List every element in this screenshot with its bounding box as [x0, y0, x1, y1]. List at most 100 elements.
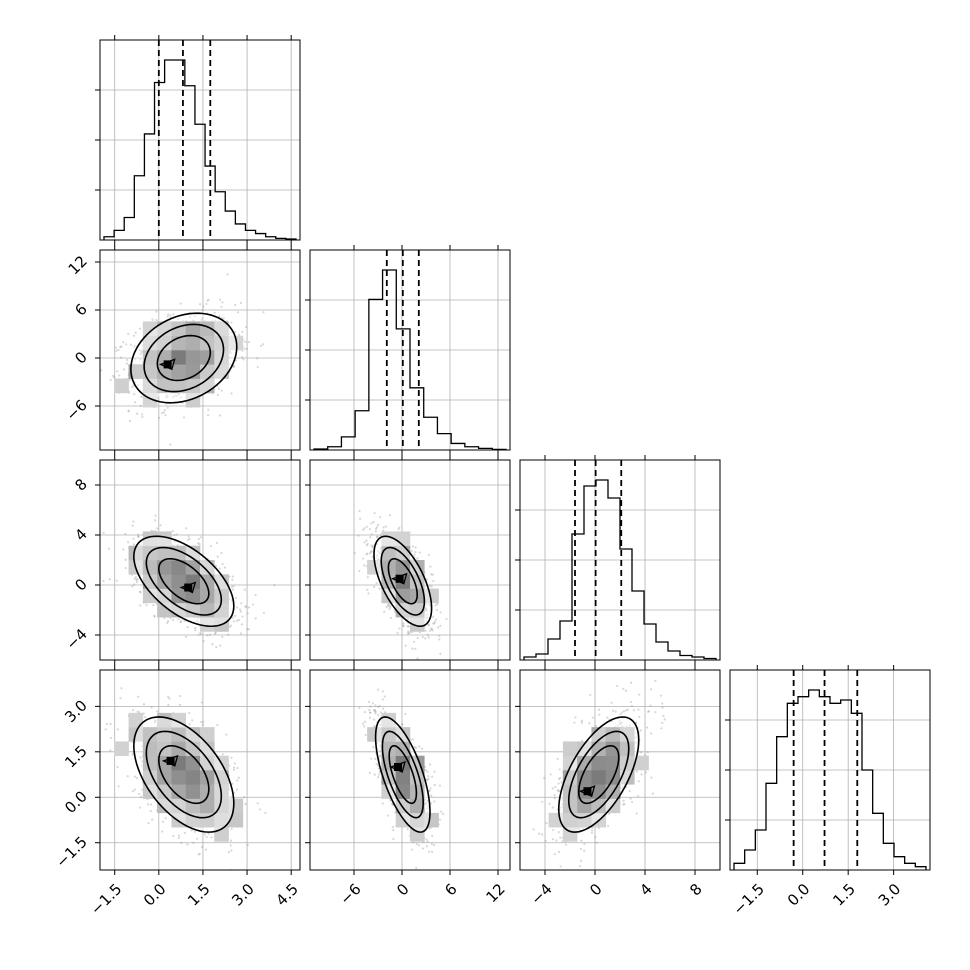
- sample-point: [233, 303, 237, 307]
- sample-point: [127, 410, 130, 413]
- sample-point: [191, 319, 194, 322]
- sample-point: [262, 611, 266, 614]
- sample-point: [151, 818, 154, 821]
- sample-point: [118, 374, 121, 377]
- sample-point: [153, 614, 156, 617]
- sample-point: [211, 643, 214, 646]
- sample-point: [227, 851, 230, 854]
- sample-point: [164, 817, 167, 820]
- sample-point: [152, 604, 155, 607]
- sample-point: [357, 534, 360, 537]
- sample-point: [102, 579, 105, 583]
- sample-point: [159, 524, 162, 527]
- sample-point: [180, 620, 183, 623]
- sample-point: [432, 622, 435, 625]
- sample-point: [197, 620, 200, 624]
- sample-point: [418, 551, 421, 554]
- sample-point: [254, 617, 257, 620]
- sample-point: [234, 330, 237, 334]
- sample-point: [127, 332, 130, 335]
- sample-point: [201, 723, 204, 727]
- sample-point: [404, 644, 407, 647]
- sample-point: [184, 635, 188, 638]
- sample-point: [172, 834, 175, 837]
- sample-point: [124, 566, 127, 570]
- sample-point: [259, 344, 263, 347]
- panel-1-1: [310, 250, 510, 450]
- sample-point: [246, 612, 249, 615]
- sample-point: [180, 841, 183, 844]
- sample-point: [218, 298, 222, 301]
- sample-point: [236, 779, 239, 782]
- sample-point: [216, 555, 219, 558]
- sample-point: [243, 340, 247, 343]
- density-cell: [142, 574, 158, 589]
- sample-point: [437, 626, 440, 629]
- sample-point: [363, 541, 366, 544]
- sample-point: [231, 578, 234, 581]
- sample-point: [438, 638, 441, 641]
- density-cell: [185, 350, 201, 365]
- sample-point: [231, 575, 234, 578]
- sample-point: [137, 535, 140, 538]
- sample-point: [429, 629, 432, 632]
- sample-point: [353, 551, 356, 555]
- sample-point: [239, 301, 243, 304]
- sample-point: [246, 843, 249, 847]
- sample-point: [76, 369, 78, 371]
- panel-2-2: [520, 460, 720, 660]
- sample-point: [166, 395, 169, 398]
- sample-point: [147, 821, 150, 825]
- sample-point: [179, 396, 182, 399]
- sample-point: [184, 527, 188, 530]
- histogram-3: [733, 689, 927, 870]
- sample-point: [213, 311, 216, 314]
- sample-point: [167, 695, 170, 698]
- sample-point: [119, 697, 122, 700]
- sample-point: [383, 610, 386, 613]
- sample-point: [432, 579, 435, 583]
- sample-point: [136, 578, 139, 581]
- sample-point: [136, 710, 139, 713]
- sample-point: [171, 530, 174, 533]
- sample-point: [382, 529, 385, 532]
- sample-point: [135, 578, 138, 581]
- sample-point: [445, 617, 448, 621]
- sample-point: [195, 619, 198, 622]
- sample-point: [120, 345, 123, 348]
- density-cell: [157, 602, 172, 618]
- sample-point: [138, 327, 142, 330]
- sample-point: [217, 387, 221, 390]
- sample-point: [125, 343, 128, 346]
- sample-point: [202, 640, 205, 643]
- sample-point: [151, 318, 154, 321]
- sample-point: [205, 835, 208, 839]
- sample-point: [132, 520, 135, 523]
- sample-point: [200, 319, 203, 322]
- sample-point: [365, 525, 368, 528]
- sample-point: [116, 728, 120, 731]
- sample-point: [155, 319, 158, 322]
- sample-point: [370, 522, 373, 525]
- sample-point: [254, 593, 257, 597]
- sample-point: [131, 524, 134, 527]
- density-cell: [157, 531, 172, 547]
- sample-point: [412, 545, 415, 548]
- sample-point: [375, 536, 379, 539]
- sample-point: [125, 362, 128, 365]
- sample-point: [221, 301, 224, 304]
- sample-point: [166, 315, 169, 318]
- histogram-1: [313, 269, 507, 450]
- sample-point: [139, 604, 142, 607]
- sample-point: [186, 626, 189, 629]
- sample-point: [431, 615, 435, 619]
- sample-point: [427, 624, 430, 627]
- sample-point: [135, 580, 139, 583]
- sample-point: [174, 394, 177, 397]
- sample-point: [204, 848, 208, 851]
- sample-point: [372, 521, 375, 524]
- sample-point: [435, 608, 439, 612]
- sample-point: [214, 631, 217, 634]
- sample-point: [386, 604, 390, 608]
- sample-point: [368, 552, 372, 555]
